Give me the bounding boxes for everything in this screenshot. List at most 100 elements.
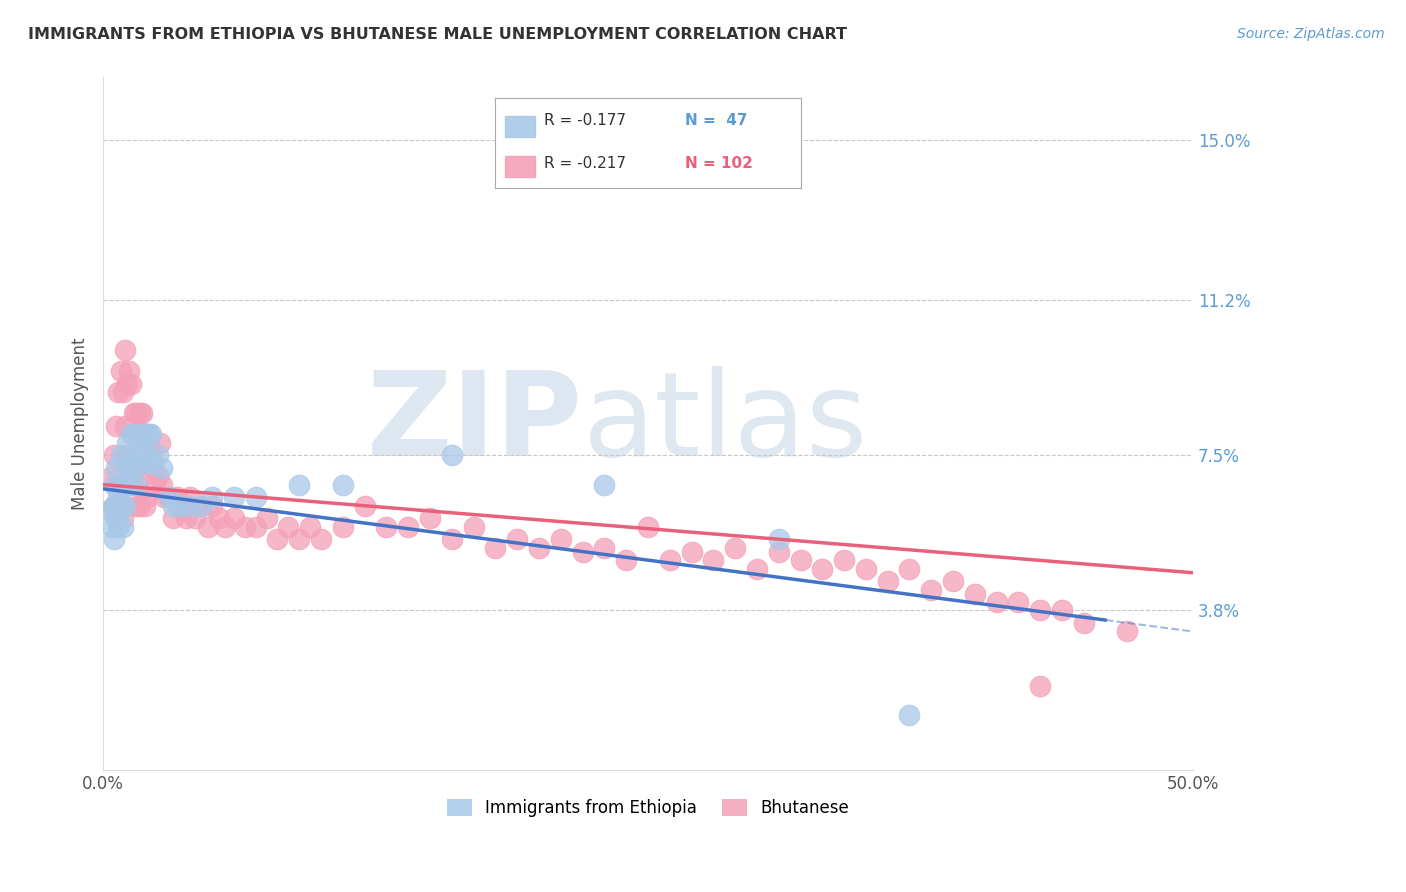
Point <box>593 541 616 555</box>
Point <box>120 477 142 491</box>
Point <box>135 427 157 442</box>
Text: IMMIGRANTS FROM ETHIOPIA VS BHUTANESE MALE UNEMPLOYMENT CORRELATION CHART: IMMIGRANTS FROM ETHIOPIA VS BHUTANESE MA… <box>28 27 848 42</box>
Point <box>110 364 132 378</box>
Point <box>463 519 485 533</box>
Point <box>98 502 121 516</box>
Point <box>129 435 152 450</box>
Point <box>114 499 136 513</box>
Point <box>139 427 162 442</box>
Point <box>134 499 156 513</box>
Point <box>150 477 173 491</box>
Point <box>768 532 790 546</box>
Point <box>103 499 125 513</box>
Point <box>103 448 125 462</box>
Text: atlas: atlas <box>582 367 868 481</box>
Point <box>111 385 134 400</box>
Point <box>484 541 506 555</box>
Point <box>131 460 153 475</box>
Point <box>118 364 141 378</box>
Point <box>107 490 129 504</box>
Point <box>101 519 124 533</box>
Text: ZIP: ZIP <box>367 367 582 481</box>
Point <box>233 519 256 533</box>
Point <box>299 519 322 533</box>
Point <box>162 499 184 513</box>
Point <box>120 469 142 483</box>
Point <box>174 511 197 525</box>
Point <box>207 511 229 525</box>
Legend: Immigrants from Ethiopia, Bhutanese: Immigrants from Ethiopia, Bhutanese <box>440 792 856 824</box>
Point <box>222 490 245 504</box>
Point <box>169 499 191 513</box>
Point <box>135 490 157 504</box>
Point <box>353 499 375 513</box>
Point <box>110 477 132 491</box>
Point <box>131 406 153 420</box>
Point <box>506 532 529 546</box>
Point <box>724 541 747 555</box>
Point <box>288 477 311 491</box>
Point <box>396 519 419 533</box>
Point <box>105 418 128 433</box>
Point <box>332 519 354 533</box>
Point <box>256 511 278 525</box>
Point <box>146 469 169 483</box>
Point <box>111 477 134 491</box>
Y-axis label: Male Unemployment: Male Unemployment <box>72 337 89 510</box>
Point <box>134 427 156 442</box>
Point <box>166 490 188 504</box>
Point <box>1073 616 1095 631</box>
Point <box>139 448 162 462</box>
Point <box>527 541 550 555</box>
Point <box>768 545 790 559</box>
Point <box>1116 624 1139 639</box>
Point <box>190 499 212 513</box>
Point <box>135 448 157 462</box>
Point <box>658 553 681 567</box>
Point <box>138 435 160 450</box>
Point <box>129 406 152 420</box>
Point <box>440 448 463 462</box>
Point <box>120 376 142 391</box>
Point <box>811 561 834 575</box>
Point <box>277 519 299 533</box>
Point <box>1050 603 1073 617</box>
Point <box>179 490 201 504</box>
Point <box>702 553 724 567</box>
Point <box>214 519 236 533</box>
Point <box>571 545 593 559</box>
Point <box>550 532 572 546</box>
Point <box>197 519 219 533</box>
Point <box>201 490 224 504</box>
Point <box>876 574 898 588</box>
Point <box>153 490 176 504</box>
Point <box>114 457 136 471</box>
Point <box>127 427 149 442</box>
Point <box>266 532 288 546</box>
Text: Source: ZipAtlas.com: Source: ZipAtlas.com <box>1237 27 1385 41</box>
Point <box>122 460 145 475</box>
Point <box>745 561 768 575</box>
Point <box>125 477 148 491</box>
Point <box>288 532 311 546</box>
Point <box>898 561 921 575</box>
Point <box>114 418 136 433</box>
Point <box>114 343 136 358</box>
Point <box>107 519 129 533</box>
Point <box>105 499 128 513</box>
Point <box>1029 603 1052 617</box>
Point <box>131 457 153 471</box>
Point <box>118 460 141 475</box>
Point <box>107 477 129 491</box>
Point <box>107 385 129 400</box>
Point <box>110 448 132 462</box>
Point <box>614 553 637 567</box>
Point <box>129 499 152 513</box>
Point <box>145 477 167 491</box>
Point <box>115 448 138 462</box>
Point <box>375 519 398 533</box>
Point <box>150 460 173 475</box>
Point <box>898 708 921 723</box>
Point <box>681 545 703 559</box>
Point <box>419 511 441 525</box>
